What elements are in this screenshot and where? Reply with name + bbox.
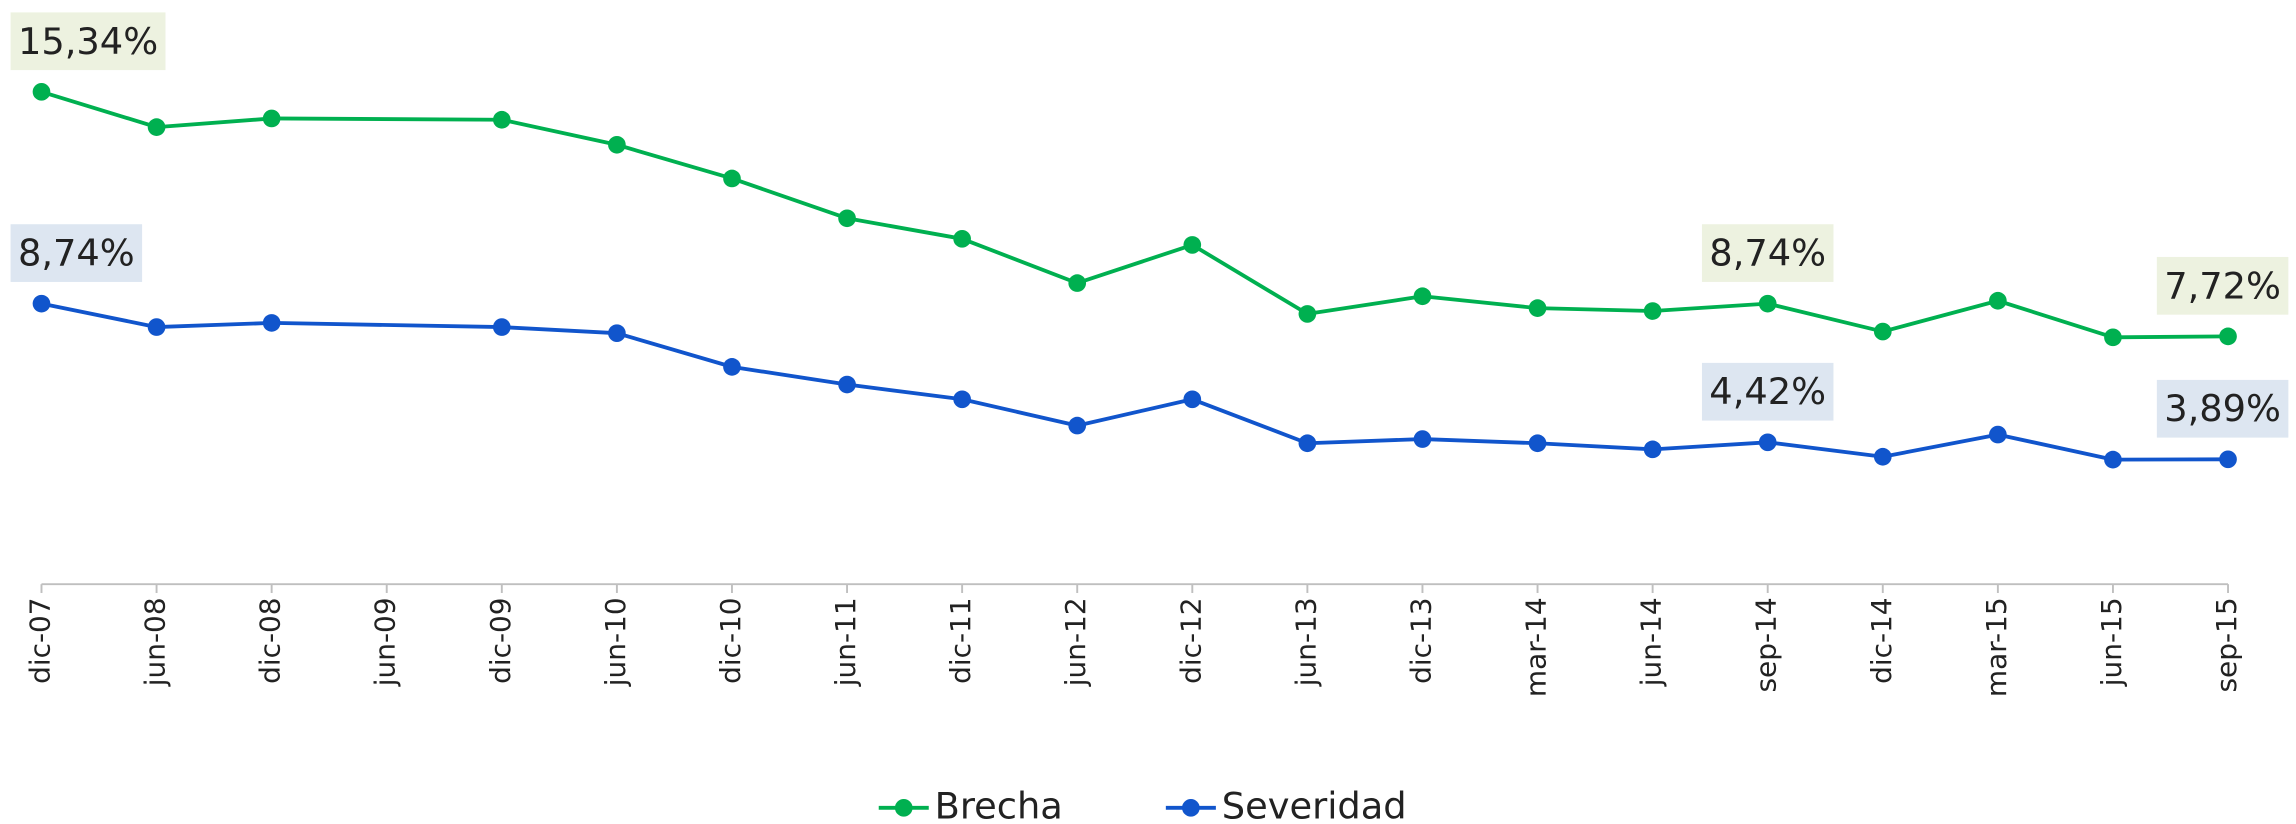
x-tick-label: sep-14 — [1750, 597, 1783, 692]
x-tick-label: mar-15 — [1980, 597, 2013, 697]
legend-marker — [894, 798, 913, 817]
point — [2219, 327, 2237, 346]
data-label-bg — [1701, 362, 1834, 421]
x-tick-label: dic-12 — [1174, 597, 1207, 684]
point — [838, 375, 856, 394]
series-line — [501, 117, 2229, 340]
data-label-bg — [10, 12, 166, 71]
data-label-bg — [2156, 256, 2289, 315]
point — [1413, 287, 1432, 306]
point — [1298, 434, 1317, 453]
point — [1758, 433, 1777, 452]
data-label-text: 8,74% — [18, 232, 135, 275]
point — [1183, 390, 1202, 409]
data-label-bg — [2156, 379, 2289, 438]
x-tick-label: mar-14 — [1520, 597, 1553, 697]
point — [2219, 450, 2237, 469]
point — [262, 109, 281, 128]
data-label: 15,34% — [10, 12, 166, 71]
point — [147, 118, 166, 136]
x-tick-label: jun-12 — [1059, 597, 1092, 687]
x-tick-label: jun-13 — [1289, 597, 1322, 687]
data-label: 3,89% — [2156, 379, 2289, 438]
point — [838, 209, 856, 228]
point — [723, 358, 741, 376]
data-label-text: 8,74% — [1709, 232, 1826, 275]
x-tick-label: jun-09 — [369, 597, 402, 687]
x-tick-label: dic-08 — [254, 597, 287, 684]
point — [1298, 305, 1317, 323]
legend-label: Severidad — [1222, 784, 1407, 824]
point — [608, 324, 626, 342]
x-tick-label: dic-07 — [23, 597, 56, 684]
x-tick-label: sep-15 — [2210, 597, 2243, 692]
point — [1528, 434, 1547, 453]
point — [608, 135, 626, 154]
point — [723, 169, 741, 188]
point — [147, 318, 166, 336]
point — [1989, 425, 2007, 444]
point — [1989, 291, 2007, 310]
point — [1643, 302, 1662, 320]
data-label-text: 4,42% — [1709, 370, 1826, 413]
x-tick-label: dic-09 — [484, 597, 517, 684]
data-label-text: 3,89% — [2164, 387, 2281, 430]
series-line — [501, 325, 2229, 462]
data-label-bg — [10, 224, 143, 282]
x-tick-label: jun-11 — [829, 597, 862, 687]
point — [2104, 328, 2122, 347]
point — [32, 82, 51, 101]
x-tick-label: dic-14 — [1865, 597, 1898, 684]
point — [1183, 236, 1202, 254]
data-label: 7,72% — [2156, 256, 2289, 315]
point — [1873, 447, 1892, 466]
x-tick-label: jun-08 — [139, 597, 172, 687]
data-label-text: 7,72% — [2164, 264, 2281, 307]
point — [1643, 440, 1662, 459]
point — [1528, 299, 1547, 317]
x-tick-label: dic-13 — [1404, 597, 1437, 684]
point — [2104, 450, 2122, 469]
legend-label: Brecha — [935, 784, 1063, 824]
legend-marker — [1182, 798, 1200, 817]
point — [953, 390, 971, 409]
data-label: 4,42% — [1701, 362, 1834, 421]
point — [492, 110, 511, 129]
data-label: 8,74% — [1701, 224, 1834, 282]
point — [1413, 430, 1432, 448]
x-tick-label: jun-14 — [1635, 597, 1668, 687]
x-tick-label: jun-15 — [2095, 597, 2128, 687]
x-tick-label: jun-10 — [599, 597, 632, 687]
data-label: 8,74% — [10, 224, 143, 282]
data-label-bg — [1701, 224, 1834, 282]
point — [1068, 416, 1087, 435]
data-label-text: 15,34% — [18, 20, 158, 63]
series-connector — [271, 320, 502, 329]
x-tick-label: dic-10 — [714, 597, 747, 684]
point — [262, 314, 281, 332]
x-tick-label: dic-11 — [944, 597, 977, 684]
point — [492, 318, 511, 336]
point — [32, 294, 51, 313]
series-connector — [271, 116, 502, 122]
point — [1758, 294, 1777, 313]
point — [953, 229, 971, 248]
point — [1873, 322, 1892, 341]
point — [1068, 274, 1087, 292]
